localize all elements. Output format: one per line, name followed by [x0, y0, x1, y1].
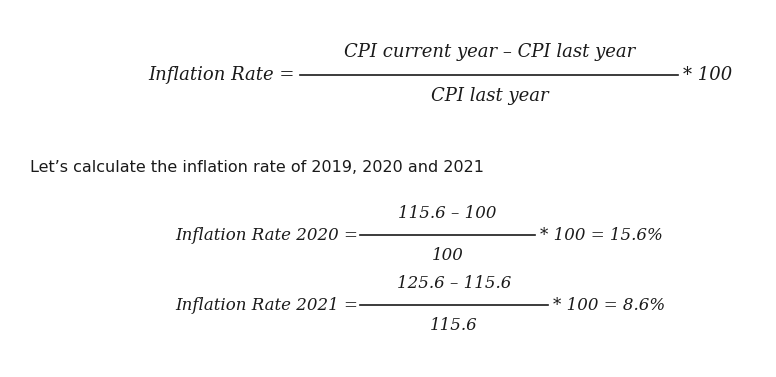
Text: CPI current year – CPI last year: CPI current year – CPI last year	[345, 43, 636, 61]
Text: * 100 = 8.6%: * 100 = 8.6%	[553, 296, 665, 314]
Text: * 100: * 100	[683, 66, 733, 84]
Text: 125.6 – 115.6: 125.6 – 115.6	[397, 274, 511, 291]
Text: 100: 100	[431, 247, 463, 264]
Text: Inflation Rate 2020 =: Inflation Rate 2020 =	[175, 227, 358, 244]
Text: CPI last year: CPI last year	[431, 87, 549, 105]
Text: 115.6 – 100: 115.6 – 100	[398, 204, 497, 222]
Text: Inflation Rate 2021 =: Inflation Rate 2021 =	[175, 296, 358, 314]
Text: * 100 = 15.6%: * 100 = 15.6%	[540, 227, 663, 244]
Text: 115.6: 115.6	[430, 317, 478, 334]
Text: Inflation Rate =: Inflation Rate =	[148, 66, 295, 84]
Text: Let’s calculate the inflation rate of 2019, 2020 and 2021: Let’s calculate the inflation rate of 20…	[30, 161, 484, 176]
